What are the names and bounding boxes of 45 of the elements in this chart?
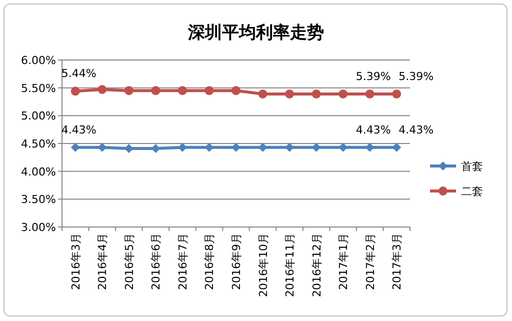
x-tick-label: 2016年9月 — [230, 233, 243, 290]
x-tick-label: 2016年11月 — [284, 233, 297, 297]
point — [232, 86, 240, 96]
point — [258, 89, 268, 98]
point — [124, 86, 134, 96]
point — [365, 89, 374, 98]
y-tick-label: 4.50% — [21, 138, 56, 150]
point — [392, 142, 402, 152]
point — [98, 85, 107, 94]
data-label: 5.39% — [356, 70, 391, 83]
point — [151, 86, 160, 96]
x-tick-label: 2016年5月 — [122, 233, 136, 290]
legend-label: 首套 — [461, 160, 483, 173]
x-tick-label: 2016年4月 — [96, 233, 110, 290]
point — [70, 142, 80, 152]
x-tick-label: 2016年8月 — [203, 233, 216, 290]
y-tick-label: 5.50% — [21, 82, 56, 95]
y-tick-label: 3.00% — [21, 221, 56, 234]
y-tick-label: 3.50% — [21, 193, 56, 206]
point — [338, 89, 348, 98]
y-tick-label: 4.00% — [21, 165, 56, 178]
point — [178, 86, 187, 96]
x-tick-label: 2016年6月 — [150, 233, 163, 290]
x-tick-label: 2017年1月 — [337, 233, 350, 290]
x-tick-label: 2016年7月 — [176, 233, 190, 290]
data-label: 4.43% — [398, 123, 434, 136]
point — [392, 89, 402, 98]
x-tick-label: 2016年10月 — [256, 233, 270, 297]
data-label: 4.43% — [61, 123, 96, 136]
x-tick-label: 2017年2月 — [364, 233, 377, 290]
x-tick-label: 2017年3月 — [390, 233, 404, 290]
x-tick-label: 2016年3月 — [69, 233, 82, 290]
y-tick-label: 6.00% — [21, 54, 56, 67]
y-tick-label: 5.00% — [21, 110, 56, 123]
point — [312, 89, 321, 98]
chart-title: 深圳平均利率走势 — [187, 23, 324, 42]
legend-label: 二套 — [461, 185, 483, 198]
point — [285, 89, 294, 98]
data-label: 5.39% — [398, 70, 434, 83]
point — [232, 142, 240, 152]
point — [204, 86, 214, 96]
data-label: 5.44% — [61, 67, 96, 80]
x-tick-label: 2016年12月 — [310, 233, 324, 297]
data-label: 4.43% — [356, 123, 391, 136]
point — [70, 86, 80, 96]
